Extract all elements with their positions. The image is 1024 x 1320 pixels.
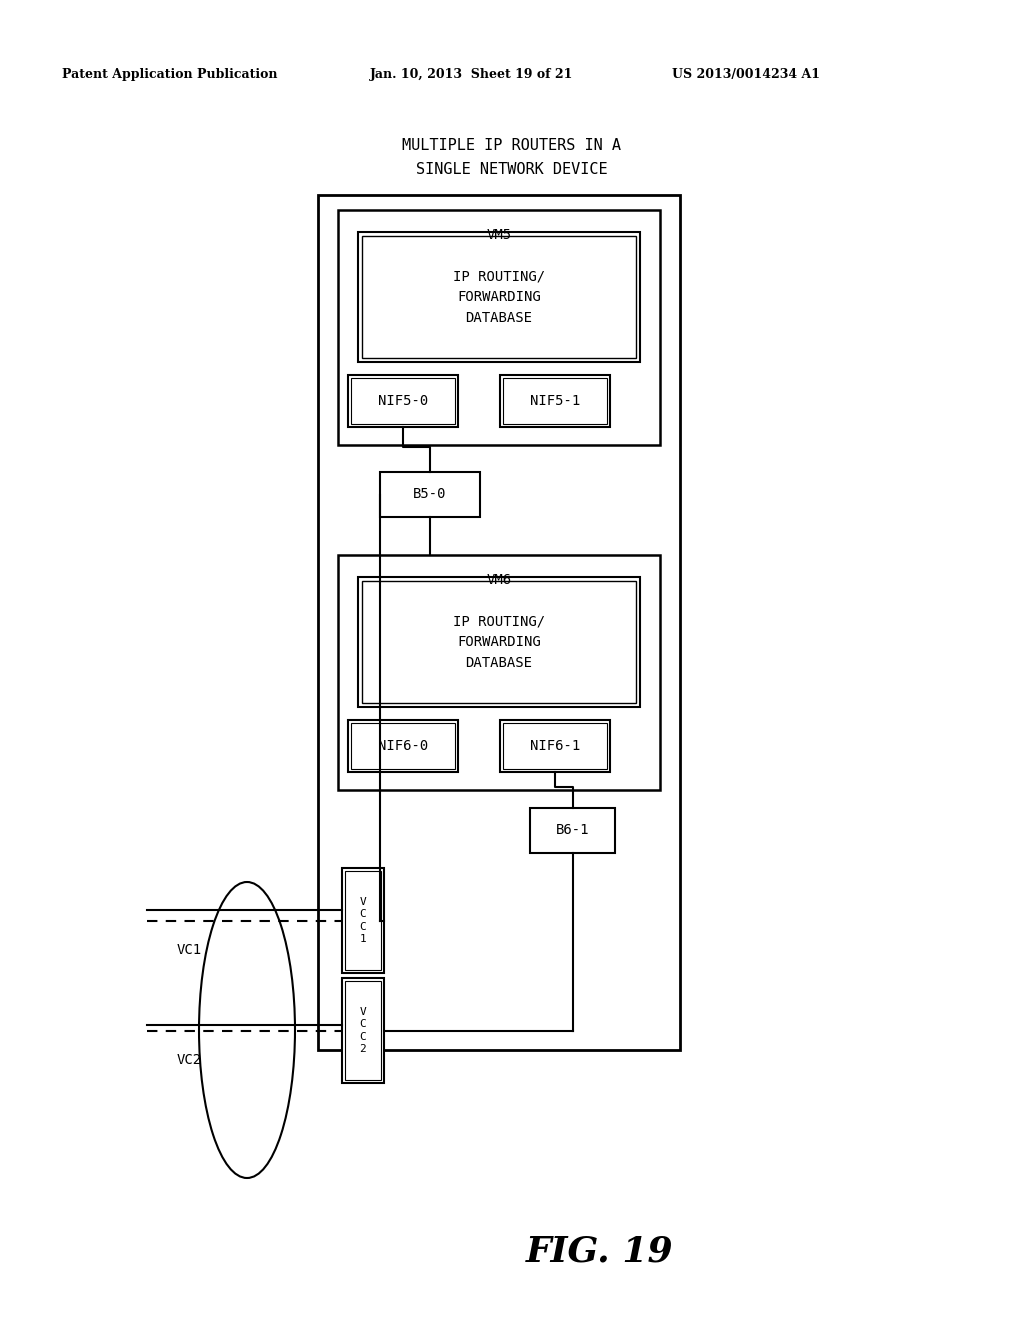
Bar: [362, 236, 636, 358]
Bar: [358, 577, 640, 708]
Text: NIF6-0: NIF6-0: [378, 739, 428, 752]
Ellipse shape: [199, 882, 295, 1177]
Bar: [318, 195, 680, 1049]
Bar: [500, 375, 610, 426]
Text: V
C
C
2: V C C 2: [359, 1007, 367, 1055]
Bar: [503, 723, 607, 770]
Text: MULTIPLE IP ROUTERS IN A: MULTIPLE IP ROUTERS IN A: [402, 139, 622, 153]
Text: VM6: VM6: [486, 573, 512, 587]
Bar: [380, 473, 480, 517]
Bar: [348, 719, 458, 772]
Bar: [530, 808, 615, 853]
Text: V
C
C
1: V C C 1: [359, 896, 367, 944]
Bar: [351, 378, 455, 424]
Text: B5-0: B5-0: [414, 487, 446, 502]
Text: B6-1: B6-1: [556, 824, 589, 837]
Text: SINGLE NETWORK DEVICE: SINGLE NETWORK DEVICE: [416, 162, 608, 177]
Bar: [345, 871, 381, 970]
Text: NIF5-0: NIF5-0: [378, 393, 428, 408]
Text: IP ROUTING/
FORWARDING
DATABASE: IP ROUTING/ FORWARDING DATABASE: [453, 614, 545, 669]
Bar: [342, 869, 384, 973]
Text: VC1: VC1: [177, 942, 202, 957]
Bar: [362, 581, 636, 704]
Text: FIG. 19: FIG. 19: [526, 1236, 674, 1269]
Bar: [348, 375, 458, 426]
Text: IP ROUTING/
FORWARDING
DATABASE: IP ROUTING/ FORWARDING DATABASE: [453, 269, 545, 325]
Text: VM5: VM5: [486, 228, 512, 242]
Text: Jan. 10, 2013  Sheet 19 of 21: Jan. 10, 2013 Sheet 19 of 21: [370, 69, 573, 81]
Bar: [342, 978, 384, 1082]
Bar: [338, 554, 660, 789]
Bar: [345, 981, 381, 1080]
Text: Patent Application Publication: Patent Application Publication: [62, 69, 278, 81]
Bar: [503, 378, 607, 424]
Text: NIF5-1: NIF5-1: [529, 393, 581, 408]
Text: US 2013/0014234 A1: US 2013/0014234 A1: [672, 69, 820, 81]
Bar: [351, 723, 455, 770]
Text: NIF6-1: NIF6-1: [529, 739, 581, 752]
Text: VC2: VC2: [177, 1052, 202, 1067]
Bar: [358, 232, 640, 362]
Bar: [500, 719, 610, 772]
Bar: [338, 210, 660, 445]
